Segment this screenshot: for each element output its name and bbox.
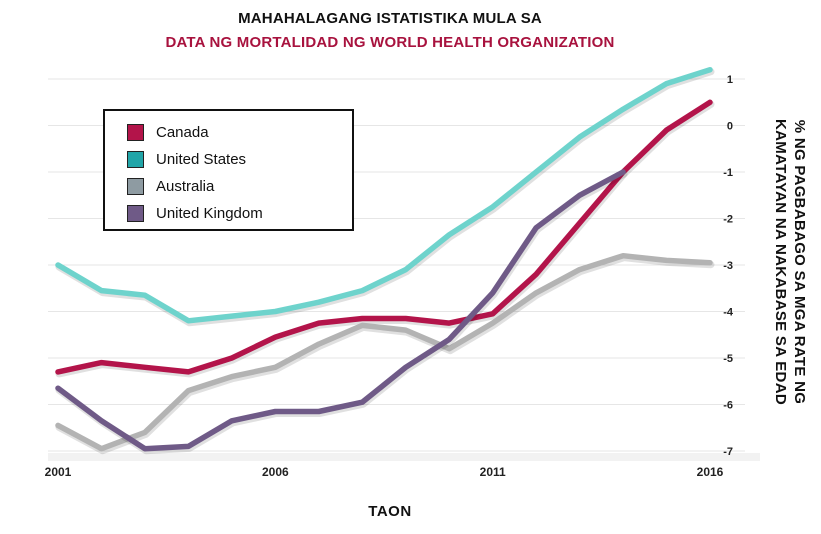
legend-label-united-states: United States xyxy=(156,151,247,168)
y-tick-label: 0 xyxy=(727,121,733,133)
series-line-united-kingdom xyxy=(55,169,626,452)
x-tick-label: 2016 xyxy=(697,465,724,479)
y-tick-label: 1 xyxy=(727,74,733,86)
y-axis-label: % NG PAGBABAGO SA MGA RATE NG KAMATAYAN … xyxy=(772,119,808,405)
chart-subtitle: DATA NG MORTALIDAD NG WORLD HEALTH ORGAN… xyxy=(165,34,615,51)
legend-swatch-australia xyxy=(127,178,144,195)
series-line-canada xyxy=(55,99,713,375)
legend: Canada United States Australia United Ki… xyxy=(103,109,354,231)
y-tick-label: -2 xyxy=(723,214,733,226)
x-axis-baseline xyxy=(48,453,760,461)
y-tick-label: -1 xyxy=(723,167,733,179)
series-line-australia xyxy=(55,252,713,452)
legend-item-united-kingdom: United Kingdom xyxy=(105,200,352,227)
series-lines xyxy=(55,66,715,455)
y-tick-label: -4 xyxy=(723,307,734,319)
x-tick-label: 2001 xyxy=(45,465,72,479)
legend-swatch-united-states xyxy=(127,151,144,168)
y-tick-label: -3 xyxy=(723,260,733,272)
x-tick-labels: 2001 2006 2011 2016 xyxy=(45,465,724,479)
y-tick-labels: 1 0 -1 -2 -3 -4 -5 -6 -7 xyxy=(723,74,734,458)
y-tick-label: -7 xyxy=(723,446,733,458)
legend-label-australia: Australia xyxy=(156,178,215,195)
legend-label-canada: Canada xyxy=(156,124,209,141)
x-axis-label: TAON xyxy=(368,503,412,520)
legend-item-united-states: United States xyxy=(105,146,352,173)
series-line-united-states xyxy=(55,66,713,324)
legend-swatch-canada xyxy=(127,124,144,141)
x-tick-label: 2006 xyxy=(262,465,289,479)
chart-title: MAHAHALAGANG ISTATISTIKA MULA SA xyxy=(238,10,542,27)
y-tick-label: -6 xyxy=(723,400,733,412)
legend-label-united-kingdom: United Kingdom xyxy=(156,205,263,222)
legend-swatch-united-kingdom xyxy=(127,205,144,222)
legend-item-australia: Australia xyxy=(105,173,352,200)
legend-item-canada: Canada xyxy=(105,119,352,146)
y-tick-label: -5 xyxy=(723,353,733,365)
x-tick-label: 2011 xyxy=(480,465,506,479)
